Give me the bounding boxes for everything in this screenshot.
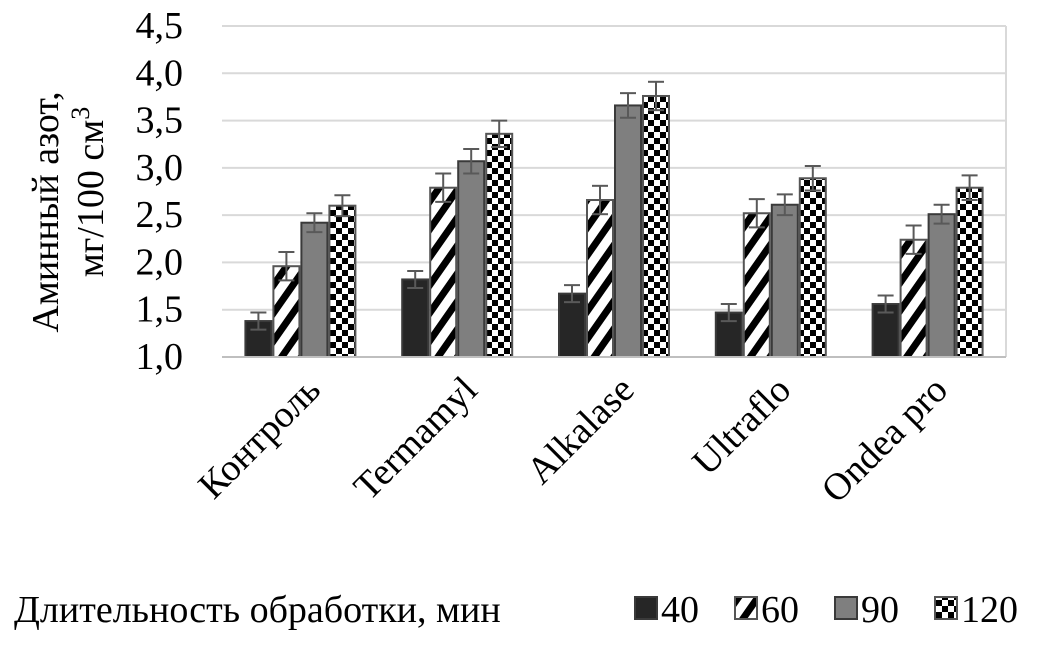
legend-swatch xyxy=(734,596,758,620)
y-tick-label: 1,0 xyxy=(136,336,184,378)
error-bar xyxy=(407,269,424,289)
legend-title: Длительность обработки, мин xyxy=(14,589,501,631)
legend: Длительность обработки, мин 40 60 90 120 xyxy=(14,589,1018,631)
legend-label: 60 xyxy=(761,589,799,631)
bar-60-3 xyxy=(742,212,771,358)
bar-120-1 xyxy=(485,132,514,358)
bar-60-4 xyxy=(899,238,928,358)
y-tick-labels: 1,0 1,5 2,0 2,5 3,0 3,5 4,0 4,5 xyxy=(136,5,184,378)
legend-label: 40 xyxy=(661,589,699,631)
y-tick-label: 4,5 xyxy=(136,5,184,47)
legend-label: 120 xyxy=(961,589,1018,631)
legend-items: 40 60 90 120 xyxy=(634,589,1018,631)
y-axis-title-unit: мг/100 см3 xyxy=(66,107,112,278)
error-bar xyxy=(720,303,737,323)
bar-60-2 xyxy=(586,199,614,358)
y-axis-title: Аминный азот, xyxy=(25,91,67,332)
error-bars-group xyxy=(250,80,978,331)
error-bar xyxy=(334,194,351,218)
legend-item-120: 120 xyxy=(934,589,1018,631)
x-category-labels: Контроль Termamyl Alkalase Ultraflo Ondea pr… xyxy=(190,369,956,511)
legend-swatch xyxy=(934,596,958,620)
legend-item-90: 90 xyxy=(834,589,899,631)
x-category-label: Termamyl xyxy=(346,369,486,509)
error-bar xyxy=(804,164,821,192)
error-bar xyxy=(933,203,950,225)
error-bar xyxy=(278,251,295,282)
bar-120-2 xyxy=(642,94,670,359)
bar-90-3 xyxy=(770,203,799,358)
y-tick-label: 2,0 xyxy=(136,241,184,283)
bars-group xyxy=(244,94,984,359)
error-bar xyxy=(748,198,765,229)
error-bar xyxy=(491,119,508,149)
error-bar xyxy=(776,193,793,217)
y-axis-unit-superscript: 3 xyxy=(66,107,95,120)
bar-90-1 xyxy=(457,160,486,358)
error-bar xyxy=(648,80,664,112)
bar-40-1 xyxy=(401,278,430,358)
x-category-label: Alkalase xyxy=(519,369,643,493)
bar-120-4 xyxy=(955,186,984,358)
x-category-label: Ondea pro xyxy=(814,369,956,511)
legend-item-60: 60 xyxy=(734,589,799,631)
legend-item-40: 40 xyxy=(634,589,699,631)
error-bar xyxy=(306,212,323,234)
error-bar xyxy=(435,172,452,203)
bar-90-0 xyxy=(300,221,329,358)
y-tick-label: 3,5 xyxy=(136,100,184,142)
bar-120-3 xyxy=(798,177,827,358)
error-bar xyxy=(961,174,978,202)
x-category-label: Контроль xyxy=(190,369,328,507)
error-bar xyxy=(250,311,267,331)
y-tick-label: 2,5 xyxy=(136,194,184,236)
bar-90-4 xyxy=(927,213,956,358)
y-tick-label: 3,0 xyxy=(136,147,184,189)
x-category-label: Ultraflo xyxy=(684,369,799,484)
error-bar xyxy=(564,284,580,304)
bar-120-0 xyxy=(328,204,357,358)
legend-swatch xyxy=(834,596,858,620)
bar-90-2 xyxy=(614,104,642,358)
legend-swatch xyxy=(634,596,658,620)
y-axis-unit-text: мг/100 см xyxy=(70,120,112,278)
y-tick-label: 1,5 xyxy=(136,289,184,331)
error-bar xyxy=(877,294,894,314)
error-bar xyxy=(620,92,636,119)
legend-label: 90 xyxy=(861,589,899,631)
bar-60-1 xyxy=(429,186,458,358)
error-bar xyxy=(905,224,922,255)
error-bar xyxy=(463,147,480,175)
y-tick-label: 4,0 xyxy=(136,52,184,94)
error-bar xyxy=(592,184,608,216)
